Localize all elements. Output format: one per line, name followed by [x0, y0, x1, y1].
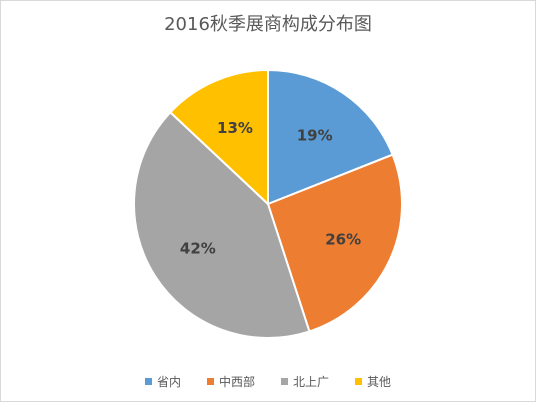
pie-slice-beishangguang	[133, 110, 311, 339]
slice-label-shengnei: 19%	[297, 126, 333, 144]
slice-label-zhongxibu: 26%	[325, 230, 361, 248]
legend-item-qita: 其他	[355, 373, 391, 390]
legend-swatch-shengnei	[144, 378, 152, 385]
slice-label-qita: 13%	[217, 119, 253, 137]
pie-slice-qita	[168, 68, 269, 207]
legend-item-shengnei: 省内	[144, 373, 181, 390]
pie-slice-zhongxibu	[266, 153, 403, 333]
legend-item-zhongxibu: 中西部	[206, 373, 255, 390]
legend-label-qita: 其他	[367, 375, 392, 389]
legend-item-beishangguang: 北上广	[281, 373, 329, 390]
chart-title: 2016秋季展商构成分布图	[164, 14, 372, 35]
slice-label-beishangguang: 42%	[180, 240, 216, 258]
legend: 省内 中西部 北上广 其他	[1, 373, 535, 390]
legend-label-shengnei: 省内	[156, 375, 181, 389]
legend-label-zhongxibu: 中西部	[218, 375, 255, 389]
pie-slice-shengnei	[267, 68, 394, 206]
legend-swatch-qita	[355, 378, 363, 385]
legend-swatch-beishangguang	[281, 378, 288, 385]
legend-label-beishangguang: 北上广	[293, 375, 330, 389]
legend-swatch-zhongxibu	[206, 378, 214, 385]
